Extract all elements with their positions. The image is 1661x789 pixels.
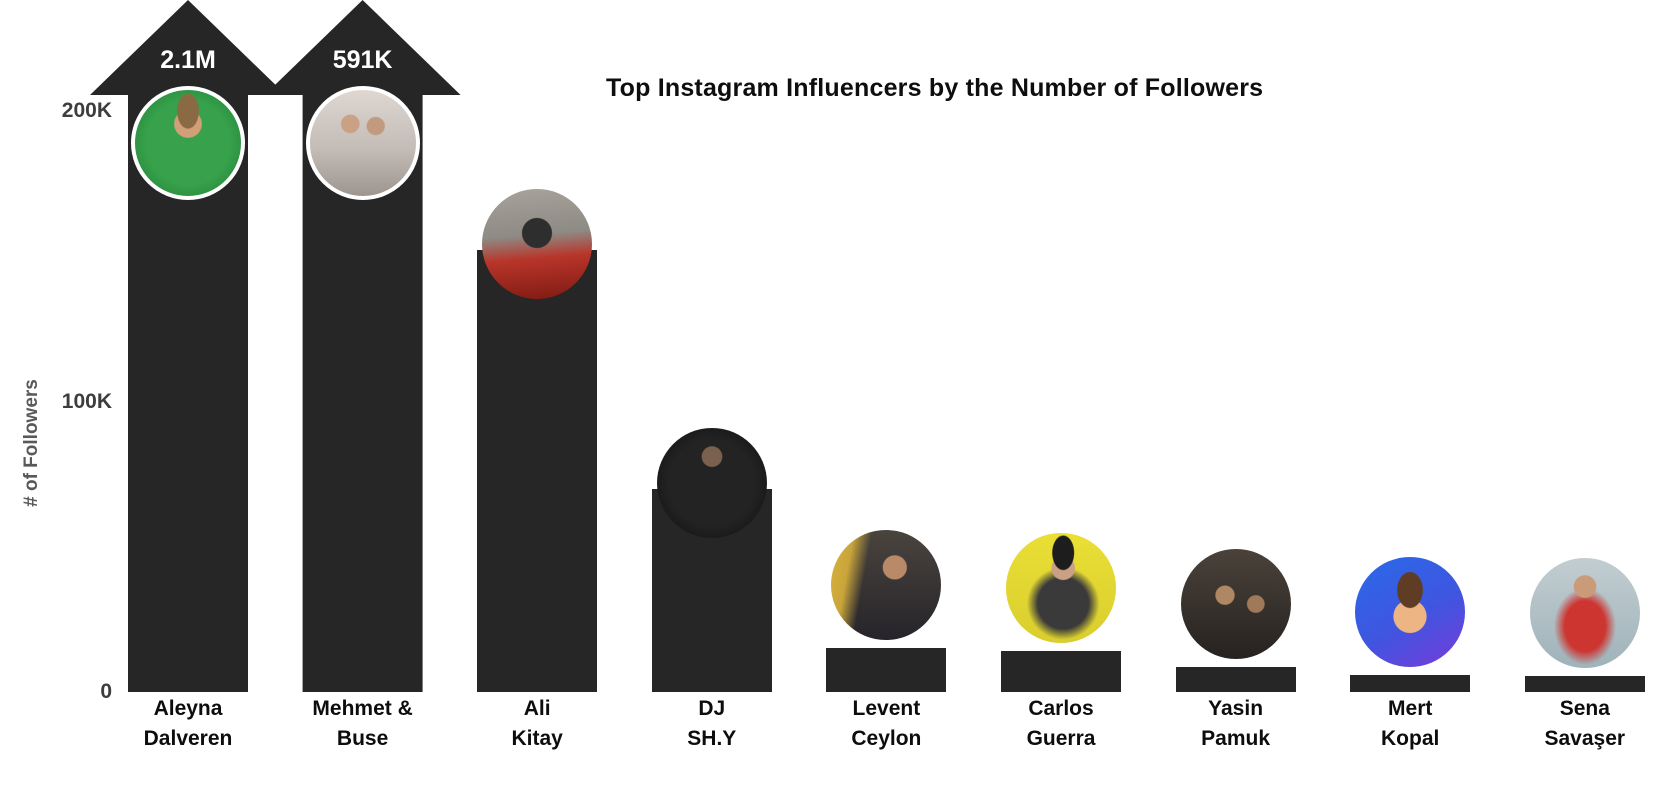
bar-sena-savaser <box>1524 676 1645 692</box>
category-label-carlos-guerra: Carlos Guerra <box>974 694 1148 754</box>
category-line1: Aleyna <box>153 697 223 720</box>
bar-carlos-guerra <box>1001 651 1121 692</box>
yasin-pamuk-photo <box>1180 549 1291 659</box>
category-line2: Guerra <box>1026 727 1096 750</box>
aleyna-dalveren-photo <box>131 86 245 200</box>
category-line2: Ceylon <box>851 727 922 750</box>
category-line1: Mert <box>1388 697 1433 720</box>
value-label-aleyna-dalveren: 2.1M <box>160 46 216 74</box>
category-line1: Sena <box>1559 697 1610 720</box>
category-label-levent-ceylon: Levent Ceylon <box>799 694 973 754</box>
category-label-dj-shy: DJ SH.Y <box>625 694 799 754</box>
dj-shy-photo <box>656 428 767 538</box>
carlos-guerra-photo <box>1006 533 1116 643</box>
category-line2: Pamuk <box>1201 727 1271 750</box>
category-label-yasin-pamuk: Yasin Pamuk <box>1149 694 1323 754</box>
category-line2: Buse <box>336 727 389 750</box>
category-line1: Ali <box>523 697 551 720</box>
category-line1: Yasin <box>1208 697 1264 720</box>
category-line2: Kitay <box>511 727 563 750</box>
category-label-mehmet-buse: Mehmet & Buse <box>276 694 450 754</box>
mert-kopal-avatar <box>1355 557 1466 667</box>
y-tick-200K: 200K <box>61 99 112 122</box>
levent-ceylon-photo <box>831 530 942 640</box>
category-label-ali-kitay: Ali Kitay <box>450 694 624 754</box>
bar-mert-kopal <box>1350 675 1471 692</box>
ali-kitay-photo <box>482 189 593 299</box>
bar-ali-kitay <box>477 250 598 692</box>
category-label-sena-savaser: Sena Savaşer <box>1498 694 1661 754</box>
category-line1: Levent <box>852 697 921 720</box>
category-line2: Savaşer <box>1544 727 1626 750</box>
category-label-aleyna-dalveren: Aleyna Dalveren <box>101 694 275 754</box>
category-line1: DJ <box>698 697 726 720</box>
category-line1: Carlos <box>1028 697 1094 720</box>
chart-title: Top Instagram Influencers by the Number … <box>606 74 1264 102</box>
category-line2: Kopal <box>1381 727 1440 750</box>
category-line2: Dalveren <box>143 727 233 750</box>
sena-savaser-photo <box>1529 558 1640 668</box>
bar-yasin-pamuk <box>1175 667 1296 692</box>
value-label-mehmet-buse: 591K <box>332 46 393 74</box>
mehmet-buse-photo <box>305 86 420 200</box>
y-tick-100K: 100K <box>61 389 112 413</box>
category-label-mert-kopal: Mert Kopal <box>1323 694 1497 754</box>
bar-levent-ceylon <box>826 648 947 692</box>
category-line2: SH.Y <box>687 727 737 750</box>
category-line1: Mehmet & <box>312 697 413 720</box>
y-tick-0: 0 <box>100 680 112 703</box>
